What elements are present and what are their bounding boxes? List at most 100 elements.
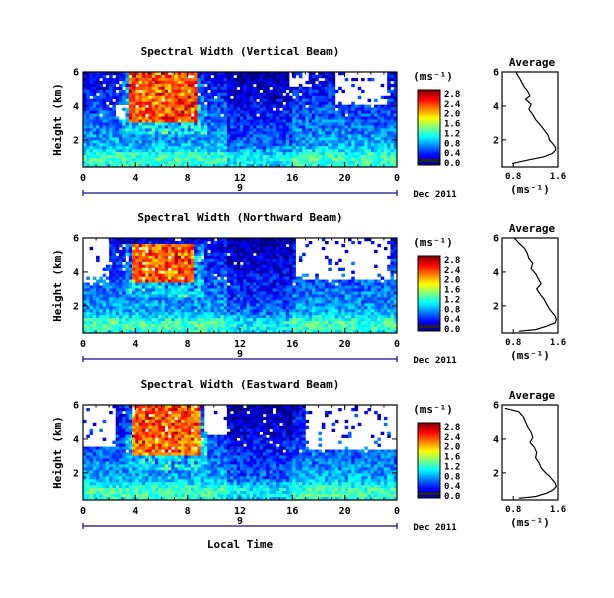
heatmap-cell [311, 80, 316, 85]
heatmap-cell [361, 107, 365, 111]
heatmap-cell [262, 258, 267, 263]
heatmap-cell [200, 101, 205, 105]
heatmap-cell [128, 309, 133, 313]
heatmap-cell [174, 279, 179, 283]
heatmap-cell [109, 74, 113, 79]
heatmap-cell [99, 291, 103, 295]
heatmap-cell [138, 95, 143, 100]
heatmap-cell [171, 110, 175, 114]
heatmap-cell [393, 164, 398, 168]
heatmap-cell [243, 246, 247, 251]
heatmap-cell [128, 312, 133, 316]
heatmap-cell [367, 125, 372, 129]
heatmap-cell [151, 264, 156, 268]
heatmap-cell [197, 276, 202, 280]
heatmap-cell [220, 261, 224, 266]
heatmap-cell [262, 89, 267, 94]
heatmap-cell [125, 252, 130, 257]
heatmap-cell [246, 80, 251, 85]
heatmap-cell [115, 137, 120, 141]
heatmap-cell [109, 270, 113, 274]
heatmap-cell [272, 249, 277, 254]
heatmap-cell [367, 128, 372, 132]
heatmap-cell [128, 101, 133, 105]
heatmap-cell [387, 164, 391, 168]
heatmap-cell [220, 238, 224, 242]
heatmap-cell [190, 243, 195, 248]
heatmap-cell [223, 119, 228, 123]
heatmap-cell [272, 312, 277, 316]
heatmap-cell [158, 89, 162, 94]
heatmap-cell [210, 72, 215, 76]
heatmap-cell [161, 309, 166, 313]
colorbar-step [418, 110, 440, 113]
heatmap-cell [210, 303, 215, 307]
heatmap-cell [328, 140, 332, 144]
heatmap-cell [171, 128, 175, 132]
heatmap-cell [138, 158, 143, 162]
heatmap-cell [246, 125, 251, 129]
heatmap-cell [282, 282, 287, 286]
heatmap-cell [393, 149, 398, 153]
heatmap-cell [226, 152, 231, 156]
heatmap-cell [112, 104, 117, 108]
heatmap-cell [295, 95, 300, 100]
heatmap-cell [122, 98, 126, 102]
heatmap-cell [204, 300, 208, 304]
heatmap-cell [275, 291, 280, 295]
heatmap-cell [89, 300, 94, 304]
heatmap-cell [243, 255, 247, 260]
heatmap-cell [96, 297, 100, 301]
heatmap-cell [246, 300, 251, 304]
colorbar-step [418, 127, 440, 130]
heatmap-cell [347, 107, 352, 111]
heatmap-cell [89, 285, 94, 289]
heatmap-cell [344, 131, 349, 135]
heatmap-cell [138, 72, 143, 76]
heatmap-cell [282, 267, 287, 271]
heatmap-cell [269, 240, 274, 245]
heatmap-cell [315, 155, 319, 159]
heatmap-cell [171, 155, 175, 159]
heatmap-cell [285, 264, 290, 268]
heatmap-cell [96, 74, 100, 79]
heatmap-cell [315, 119, 319, 123]
heatmap-cell [233, 294, 238, 298]
heatmap-cell [240, 155, 244, 159]
heatmap-cell [259, 282, 264, 286]
heatmap-cell [187, 92, 192, 97]
heatmap-cell [132, 155, 136, 159]
heatmap-cell [249, 288, 254, 292]
heatmap-cell [132, 158, 136, 162]
heatmap-cell [223, 146, 228, 150]
heatmap-cell [89, 318, 94, 322]
heatmap-cell [393, 146, 398, 150]
heatmap-cell [204, 306, 208, 310]
heatmap-cell [308, 240, 313, 245]
heatmap-cell [243, 137, 247, 141]
heatmap-cell [246, 330, 251, 334]
heatmap-cell [187, 98, 192, 102]
heatmap-cell [292, 297, 296, 301]
heatmap-cell [177, 131, 182, 135]
heatmap-cell [236, 89, 241, 94]
heatmap-cell [200, 294, 205, 298]
heatmap-cell [125, 309, 130, 313]
heatmap-cell [207, 267, 211, 271]
heatmap-cell [164, 92, 169, 97]
heatmap-cell [115, 291, 120, 295]
heatmap-cell [122, 240, 126, 245]
heatmap-cell [128, 80, 133, 85]
heatmap-cell [279, 113, 283, 117]
heatmap-cell [181, 122, 185, 126]
heatmap-cell [194, 252, 198, 257]
heatmap-cell [168, 312, 172, 316]
heatmap-cell [210, 83, 215, 88]
heatmap-cell [285, 152, 290, 156]
heatmap-cell [226, 72, 231, 76]
heatmap-cell [204, 80, 208, 85]
heatmap-cell [233, 252, 238, 257]
heatmap-cell [181, 238, 185, 242]
heatmap-cell [92, 113, 97, 117]
heatmap-cell [174, 297, 179, 301]
